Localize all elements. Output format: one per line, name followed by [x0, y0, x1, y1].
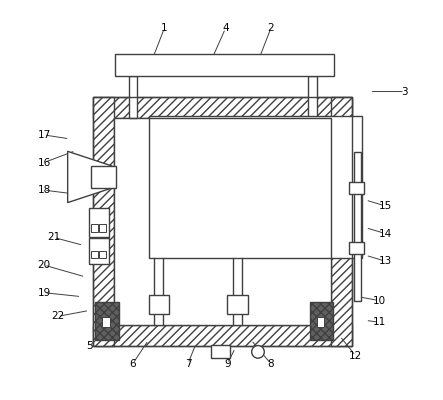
- Text: 20: 20: [38, 260, 51, 270]
- Text: 17: 17: [37, 130, 51, 140]
- Text: 16: 16: [37, 158, 51, 168]
- Bar: [89, 238, 109, 264]
- Text: 18: 18: [37, 185, 51, 195]
- Text: 14: 14: [379, 228, 392, 238]
- Bar: [91, 250, 98, 258]
- Bar: [93, 98, 352, 118]
- Bar: [91, 166, 116, 188]
- Circle shape: [252, 346, 264, 358]
- Bar: [331, 98, 352, 346]
- Text: 5: 5: [86, 341, 93, 351]
- Bar: [89, 208, 109, 238]
- Text: 15: 15: [379, 201, 392, 211]
- Bar: [114, 118, 331, 326]
- Bar: [349, 242, 364, 254]
- Text: 22: 22: [51, 311, 64, 321]
- Bar: [211, 345, 229, 358]
- Text: 12: 12: [349, 351, 362, 361]
- Bar: [99, 224, 106, 232]
- Text: 8: 8: [268, 359, 274, 369]
- Text: 9: 9: [224, 359, 231, 369]
- Text: 11: 11: [373, 317, 386, 327]
- Text: 10: 10: [373, 296, 386, 306]
- Bar: [349, 182, 364, 194]
- Text: 13: 13: [379, 256, 392, 266]
- Bar: [95, 302, 119, 340]
- Text: 1: 1: [161, 24, 167, 34]
- Bar: [317, 317, 324, 327]
- Text: 2: 2: [268, 24, 274, 34]
- Text: 21: 21: [47, 232, 61, 242]
- Bar: [114, 118, 331, 326]
- Bar: [354, 152, 361, 301]
- Bar: [227, 295, 248, 314]
- Bar: [93, 326, 352, 346]
- Bar: [115, 54, 334, 76]
- Bar: [310, 302, 333, 340]
- Bar: [93, 98, 114, 346]
- Text: 4: 4: [222, 24, 229, 34]
- Text: 3: 3: [402, 86, 408, 96]
- Text: 7: 7: [185, 359, 191, 369]
- Bar: [148, 295, 169, 314]
- Bar: [99, 250, 106, 258]
- Polygon shape: [68, 151, 112, 203]
- Text: 6: 6: [129, 359, 136, 369]
- Bar: [308, 76, 317, 118]
- Bar: [93, 98, 352, 346]
- Bar: [91, 224, 98, 232]
- Bar: [149, 116, 362, 258]
- Bar: [129, 76, 137, 118]
- Bar: [102, 317, 109, 327]
- Text: 19: 19: [37, 288, 51, 298]
